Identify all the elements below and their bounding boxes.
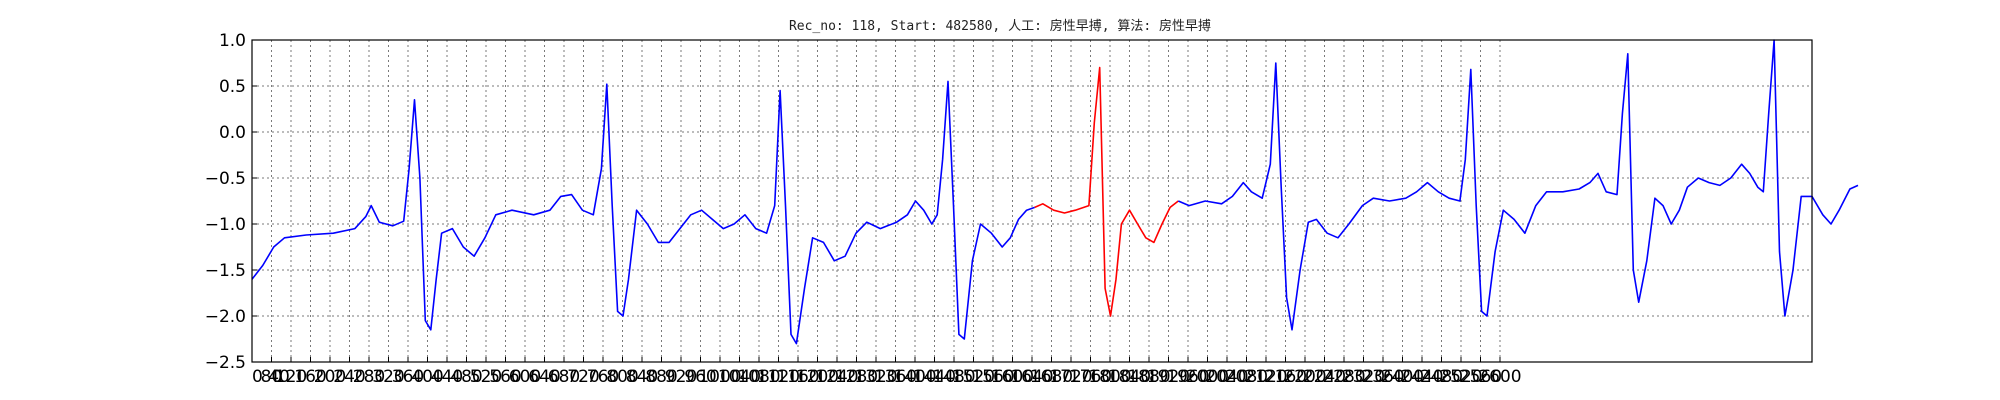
x-tick-label: 720 (567, 367, 599, 387)
series-layer (251, 39, 1859, 345)
x-tick-label: 1160 (776, 367, 819, 387)
x-tick-label: 1840 (1108, 367, 1151, 387)
x-tick-label: 800 (606, 367, 638, 387)
x-tick-label: 2120 (1244, 367, 1287, 387)
x-tick-label: 880 (645, 367, 677, 387)
ecg-series-line-2 (1034, 66, 1179, 317)
x-tick-label: 1720 (1049, 367, 1092, 387)
x-tick-label: 1520 (952, 367, 995, 387)
x-tick-label: 1560 (971, 367, 1014, 387)
x-tick-label: 120 (275, 367, 307, 387)
y-axis: 1.0 0.5 0.0 −0.5 −1.0 −1.5 −2.0 −2.5 (205, 31, 257, 373)
x-tick-label: 440 (431, 367, 463, 387)
x-tick-label: 1280 (835, 367, 878, 387)
x-tick-label: 1240 (815, 367, 858, 387)
x-tick-label: 2200 (1283, 367, 1326, 387)
x-tick-label: 2600 (1478, 367, 1521, 387)
x-tick-label: 680 (548, 367, 580, 387)
x-tick-label: 2160 (1264, 367, 1307, 387)
grid (251, 39, 1812, 363)
x-tick-label: 2520 (1439, 367, 1482, 387)
x-tick-label: 1200 (796, 367, 839, 387)
x-tick-label: 2360 (1361, 367, 1404, 387)
x-tick-label: 2280 (1322, 367, 1365, 387)
x-tick-label: 1080 (737, 367, 780, 387)
x-tick-label: 1120 (757, 367, 800, 387)
x-tick-label: 1360 (874, 367, 917, 387)
x-tick-label: 2000 (1186, 367, 1229, 387)
x-tick-label: 840 (626, 367, 658, 387)
x-tick-label: 240 (333, 367, 365, 387)
x-tick-label: 1600 (991, 367, 1034, 387)
x-tick-label: 1400 (893, 367, 936, 387)
x-tick-label: 600 (509, 367, 541, 387)
x-tick-label: 1680 (1030, 367, 1073, 387)
y-tick-label: 0.0 (219, 123, 246, 143)
y-tick-label: 0.5 (219, 77, 246, 97)
x-tick-label: 320 (372, 367, 404, 387)
x-tick-label: 2320 (1342, 367, 1385, 387)
x-tick-label: 1800 (1088, 367, 1131, 387)
y-tick-label: −2.5 (205, 353, 246, 373)
y-tick-label: −1.5 (205, 261, 246, 281)
x-tick-label: 2400 (1381, 367, 1424, 387)
x-tick-label: 1040 (718, 367, 761, 387)
x-tick-label: 1960 (1166, 367, 1209, 387)
ecg-series-line-1 (251, 80, 1035, 345)
y-tick-label: −0.5 (205, 169, 246, 189)
x-tick-label: 1640 (1010, 367, 1053, 387)
x-tick-label: 2080 (1225, 367, 1268, 387)
x-tick-label: 200 (314, 367, 346, 387)
x-tick-label: 280 (353, 367, 385, 387)
y-tick-label: −1.0 (205, 215, 246, 235)
x-tick-label: 1320 (854, 367, 897, 387)
x-tick-label: 0 40 (252, 367, 290, 387)
x-tick-label: 1000 (698, 367, 741, 387)
x-tick-label: 2560 (1459, 367, 1502, 387)
x-tick-label: 360 (392, 367, 424, 387)
x-tick-label: 640 (528, 367, 560, 387)
x-tick-label: 1920 (1147, 367, 1190, 387)
x-tick-label: 520 (470, 367, 502, 387)
x-tick-label: 1480 (932, 367, 975, 387)
y-tick-label: 1.0 (219, 31, 246, 51)
x-tick-label: 2240 (1303, 367, 1346, 387)
x-tick-label: 160 (294, 367, 326, 387)
x-tick-label: 960 (684, 367, 716, 387)
ecg-series-line-3 (1177, 39, 1859, 331)
x-tick-label: 920 (665, 367, 697, 387)
x-tick-label: 400 (411, 367, 443, 387)
x-tick-label: 1440 (913, 367, 956, 387)
y-tick-label: −2.0 (205, 307, 246, 327)
x-tick-label: 1880 (1127, 367, 1170, 387)
x-tick-label: 80 (261, 367, 283, 387)
x-tick-label: 480 (450, 367, 482, 387)
x-tick-label: 560 (489, 367, 521, 387)
x-axis: 0 40801201602002402803203604004404805205… (251, 357, 1522, 387)
x-tick-label: 2040 (1205, 367, 1248, 387)
x-tick-label: 2440 (1400, 367, 1443, 387)
chart-title: Rec_no: 118, Start: 482580, 人工: 房性早搏, 算法… (789, 18, 1211, 34)
x-tick-label: 760 (587, 367, 619, 387)
x-tick-label: 2480 (1420, 367, 1463, 387)
x-tick-label: 1760 (1069, 367, 1112, 387)
